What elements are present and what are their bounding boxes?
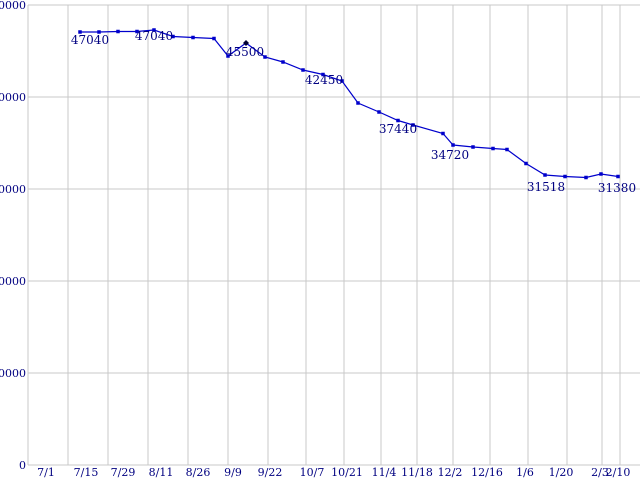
- data-point-marker: [451, 143, 455, 147]
- data-point-marker: [563, 174, 567, 179]
- point-value-label: 47040: [135, 29, 173, 43]
- x-tick-label: 12/16: [471, 466, 503, 479]
- data-point-marker: [321, 72, 325, 77]
- data-point-marker: [116, 29, 120, 34]
- data-point-marker: [191, 35, 195, 40]
- data-point-marker: [491, 146, 495, 151]
- data-point-marker: [340, 79, 344, 83]
- x-tick-label: 7/1: [37, 466, 55, 479]
- data-point-marker: [135, 29, 139, 34]
- point-value-label: 47040: [71, 33, 109, 47]
- x-tick-label: 10/7: [300, 466, 325, 479]
- y-tick-label: 30000: [0, 183, 26, 196]
- data-point-marker: [584, 175, 588, 180]
- data-point-marker: [78, 30, 82, 34]
- data-point-marker: [524, 161, 528, 166]
- x-tick-label: 8/26: [186, 466, 211, 479]
- y-tick-label: 10000: [0, 367, 26, 380]
- data-point-marker: [97, 30, 101, 34]
- data-point-marker: [152, 28, 156, 32]
- data-point-marker: [471, 145, 475, 149]
- peak-marker: [243, 40, 249, 46]
- data-point-marker: [616, 174, 620, 179]
- data-point-marker: [301, 68, 305, 72]
- y-tick-label: 40000: [0, 91, 26, 104]
- data-point-marker: [441, 131, 445, 136]
- x-tick-label: 10/21: [331, 466, 363, 479]
- data-point-marker: [212, 36, 216, 41]
- data-point-marker: [396, 118, 400, 123]
- y-tick-label: 20000: [0, 275, 26, 288]
- x-tick-label: 8/11: [149, 466, 174, 479]
- data-point-marker: [411, 123, 415, 127]
- data-point-marker: [543, 173, 547, 177]
- x-tick-label: 9/9: [224, 466, 242, 479]
- x-tick-label: 9/22: [258, 466, 283, 479]
- x-tick-label: 11/4: [372, 466, 397, 479]
- point-value-label: 42450: [305, 73, 343, 87]
- x-tick-label: 2/10: [606, 466, 631, 479]
- x-tick-label: 12/2: [438, 466, 463, 479]
- point-value-label: 31380: [598, 181, 636, 195]
- data-point-marker: [171, 34, 175, 39]
- x-tick-label: 7/29: [111, 466, 136, 479]
- x-tick-label: 1/20: [549, 466, 574, 479]
- point-value-label: 37440: [379, 122, 417, 136]
- x-tick-label: 1/6: [516, 466, 534, 479]
- point-value-label: 45500: [226, 45, 264, 59]
- data-point-marker: [281, 60, 285, 64]
- x-tick-label: 2/3: [591, 466, 609, 479]
- y-tick-label: 50000: [0, 0, 26, 12]
- data-point-marker: [263, 55, 267, 59]
- y-tick-label: 0: [19, 459, 26, 472]
- point-value-label: 34720: [431, 148, 469, 162]
- x-tick-label: 7/15: [74, 466, 99, 479]
- series-line: [80, 29, 619, 179]
- data-point-marker: [356, 101, 360, 105]
- data-point-marker: [599, 172, 603, 176]
- data-point-marker: [377, 110, 381, 114]
- data-point-marker: [226, 54, 230, 58]
- data-point-marker: [505, 147, 509, 152]
- point-value-label: 31518: [527, 180, 565, 194]
- x-tick-label: 11/18: [401, 466, 433, 479]
